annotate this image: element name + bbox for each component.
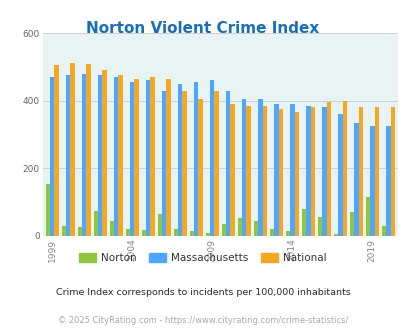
Bar: [289, 104, 294, 236]
Bar: [130, 82, 134, 236]
Bar: [321, 108, 326, 236]
Bar: [262, 106, 266, 236]
Bar: [114, 77, 118, 236]
Bar: [358, 108, 362, 236]
Bar: [278, 109, 282, 236]
Bar: [364, 197, 369, 236]
Bar: [317, 217, 321, 236]
Bar: [305, 106, 310, 236]
Bar: [273, 104, 278, 236]
Bar: [390, 108, 394, 236]
Text: Norton Violent Crime Index: Norton Violent Crime Index: [86, 21, 319, 36]
Bar: [70, 63, 75, 236]
Bar: [150, 77, 155, 236]
Bar: [385, 126, 390, 236]
Bar: [269, 229, 273, 236]
Bar: [182, 90, 187, 236]
Bar: [230, 104, 234, 236]
Bar: [166, 79, 171, 236]
Bar: [369, 126, 373, 236]
Bar: [205, 233, 209, 236]
Bar: [118, 75, 123, 236]
Bar: [54, 65, 59, 236]
Bar: [125, 229, 130, 236]
Bar: [198, 99, 202, 236]
Bar: [82, 74, 86, 236]
Bar: [66, 75, 70, 236]
Bar: [253, 221, 258, 236]
Bar: [373, 108, 378, 236]
Bar: [221, 224, 226, 236]
Bar: [102, 70, 107, 236]
Bar: [134, 79, 139, 236]
Bar: [146, 81, 150, 236]
Bar: [337, 114, 342, 236]
Bar: [237, 218, 241, 236]
Text: © 2025 CityRating.com - https://www.cityrating.com/crime-statistics/: © 2025 CityRating.com - https://www.city…: [58, 316, 347, 325]
Bar: [162, 90, 166, 236]
Bar: [285, 231, 289, 236]
Bar: [189, 231, 194, 236]
Bar: [294, 113, 298, 236]
Bar: [258, 99, 262, 236]
Bar: [349, 212, 353, 236]
Bar: [50, 77, 54, 236]
Bar: [62, 226, 66, 236]
Bar: [326, 102, 330, 236]
Bar: [214, 90, 218, 236]
Bar: [98, 75, 102, 236]
Bar: [381, 226, 385, 236]
Text: Crime Index corresponds to incidents per 100,000 inhabitants: Crime Index corresponds to incidents per…: [55, 287, 350, 297]
Bar: [310, 108, 314, 236]
Bar: [77, 227, 82, 236]
Bar: [93, 211, 98, 236]
Bar: [241, 99, 246, 236]
Bar: [177, 84, 182, 236]
Bar: [353, 123, 358, 236]
Bar: [246, 106, 250, 236]
Bar: [173, 229, 177, 236]
Bar: [226, 90, 230, 236]
Bar: [141, 230, 146, 236]
Bar: [342, 101, 346, 236]
Bar: [109, 221, 114, 236]
Bar: [194, 82, 198, 236]
Bar: [45, 183, 50, 236]
Bar: [301, 209, 305, 236]
Bar: [86, 64, 91, 236]
Bar: [209, 81, 214, 236]
Legend: Norton, Massachusetts, National: Norton, Massachusetts, National: [75, 249, 330, 268]
Bar: [333, 234, 337, 236]
Bar: [157, 214, 162, 236]
